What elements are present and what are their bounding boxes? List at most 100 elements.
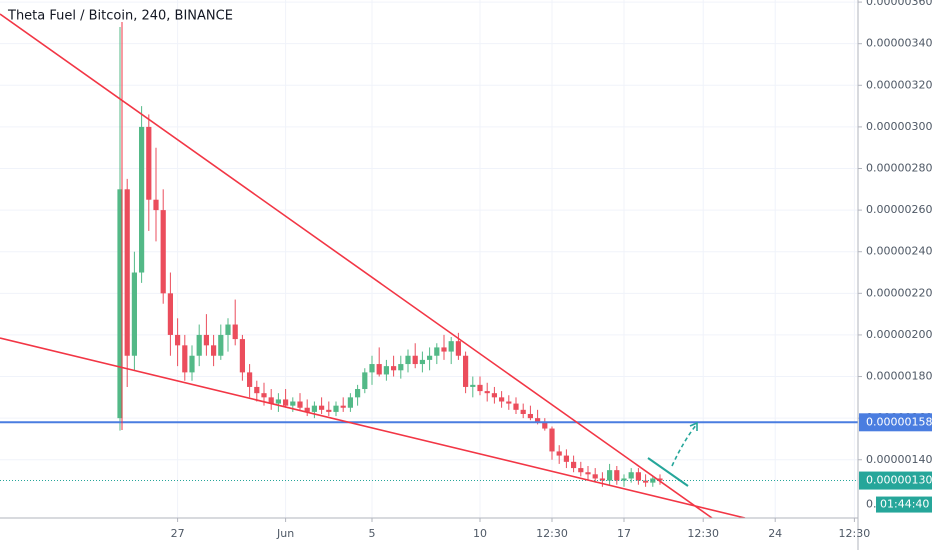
price-label-box [859, 471, 932, 490]
candle-body [470, 384, 476, 387]
candle-body [621, 478, 627, 481]
candle-body [563, 455, 569, 462]
x-tick-label: Jun [276, 527, 294, 540]
candle-body [585, 472, 591, 475]
candle-body [542, 422, 548, 429]
candle-body [513, 403, 519, 410]
candle-body [556, 451, 562, 456]
x-tick-label: 5 [369, 527, 376, 540]
candle-body [427, 355, 433, 360]
candle-body [477, 384, 483, 392]
x-tick-label: 24 [768, 527, 782, 540]
candle-body [657, 478, 663, 481]
candle-body [412, 355, 418, 365]
candle-body [254, 386, 260, 394]
chart-title: Theta Fuel / Bitcoin, 240, BINANCE [7, 9, 233, 24]
candle-body [275, 399, 281, 404]
candle-body [434, 347, 440, 356]
candle-body [650, 478, 656, 483]
y-tick-label: 0.00000180 [866, 370, 932, 383]
x-tick-label: 12:30 [536, 527, 568, 540]
y-tick-label: 0.00000280 [866, 162, 932, 175]
candle-body [398, 364, 404, 371]
candle-body [283, 399, 289, 406]
axes: 0.000001400.000001600.000001800.00000200… [171, 0, 932, 540]
candle-body [643, 480, 649, 483]
candle-body [160, 210, 166, 294]
candle-body [290, 401, 296, 406]
candle-body [297, 401, 303, 408]
y-tick-label: 0.00000140 [866, 453, 932, 466]
trend-line [0, 337, 746, 519]
price-label-box [859, 413, 932, 432]
candle-body [311, 405, 317, 412]
candle-body [355, 389, 361, 398]
candle-body [189, 355, 195, 373]
candle-body [491, 393, 497, 398]
candle-body [239, 339, 245, 373]
x-tick-label: 27 [171, 527, 185, 540]
candle-body [405, 355, 411, 365]
candle-body [232, 324, 238, 340]
candle-body [571, 461, 577, 469]
candle-body [146, 126, 152, 200]
candle-body [419, 359, 425, 365]
candle-body [304, 407, 310, 412]
candle-body [268, 397, 274, 404]
candle-body [218, 334, 224, 356]
countdown-box [876, 496, 932, 513]
candle-body [506, 401, 512, 404]
candle-body [520, 409, 526, 414]
candle-body [391, 366, 397, 371]
candle-body [261, 393, 267, 398]
price-label: 0.00000130 [866, 474, 932, 487]
y-tick-label: 0.00000240 [866, 245, 932, 258]
candle-body [247, 372, 253, 387]
candle-body [347, 397, 353, 408]
x-tick-label: 12:30 [839, 527, 871, 540]
candle-body [599, 478, 605, 481]
y-tick-label: 0.00000340 [866, 37, 932, 50]
candle-body [182, 345, 188, 373]
candle-body [369, 364, 375, 373]
countdown: 01:44:40 [880, 498, 929, 511]
candle-body [484, 391, 490, 394]
candle-body [463, 355, 469, 387]
y-tick-label: 0.00000320 [866, 78, 932, 91]
candle-body [362, 372, 368, 390]
y-tick-label: 0.00000360 [866, 0, 932, 8]
candle-body [635, 472, 641, 481]
y-tick-label: 0.00000300 [866, 120, 932, 133]
candle-body [628, 472, 634, 479]
candle-body [549, 428, 555, 452]
candle-body [326, 409, 332, 412]
candle-body [124, 189, 130, 356]
candle-body [131, 272, 137, 356]
y-tick-label: 0.00000220 [866, 286, 932, 299]
candle-body [499, 397, 505, 402]
x-tick-label: 10 [473, 527, 487, 540]
candle-body [203, 334, 209, 346]
candle-body [196, 334, 202, 356]
arrow-drawing [671, 423, 698, 467]
candle-body [211, 345, 217, 356]
candle-body [117, 189, 123, 419]
candle-body [592, 474, 598, 479]
y-tick-label: 0.00000200 [866, 328, 932, 341]
candle-body [153, 199, 159, 211]
price-label: 0.00000158 [866, 415, 932, 428]
candle-body [455, 341, 461, 356]
candle-body [333, 405, 339, 412]
candle-body [167, 293, 173, 335]
arrow-head [689, 421, 698, 431]
drawings [0, 13, 746, 519]
x-tick-label: 17 [617, 527, 631, 540]
candle-body [614, 470, 620, 481]
candle-body [448, 341, 454, 352]
partial-label: 0. [866, 498, 877, 511]
candle-body [441, 347, 447, 352]
candle-body [607, 470, 613, 481]
candles [0, 27, 858, 487]
candle-body [578, 468, 584, 473]
candle-body [535, 418, 541, 423]
